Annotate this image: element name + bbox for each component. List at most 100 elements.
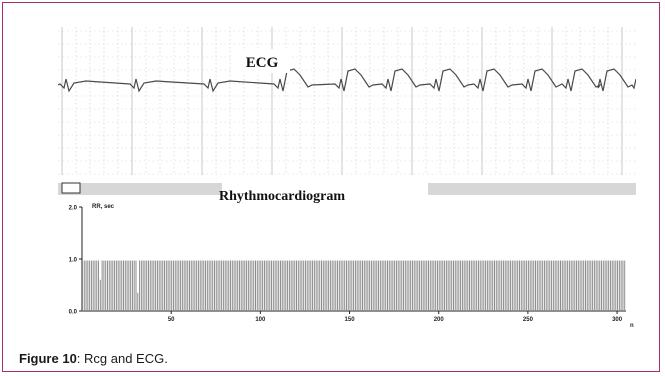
rcg-bar [617,260,619,311]
rcg-bar [212,260,214,311]
rcg-bar [518,260,520,311]
rcg-bar [584,260,586,311]
rcg-bar [119,260,121,311]
rcg-bar [606,260,608,311]
rcg-bar [340,260,342,311]
ecg-title-bg [234,49,290,73]
rcg-bar [465,260,467,311]
rcg-bar [545,260,547,311]
rcg-bar [196,260,198,311]
rcg-bar [310,260,312,311]
rcg-bar [488,260,490,311]
rcg-bar [469,260,471,311]
rcg-bar [117,260,119,311]
rcg-bar [570,260,572,311]
rcg-bar [315,260,317,311]
rcg-bar [82,260,83,311]
rcg-bar [103,260,105,311]
rcg-bar [162,260,164,311]
rcg-bar [613,260,615,311]
rcg-bar [164,260,166,311]
rcg-bar [185,260,187,311]
rcg-bar [601,260,603,311]
rcg-bar [522,260,524,311]
rcg-bar [529,260,531,311]
rcg-bar [285,260,287,311]
rcg-bar [408,260,410,311]
rcg-bar [588,260,590,311]
rcg-bar [370,260,372,311]
rcg-bar [533,260,535,311]
rcg-bar [477,260,479,311]
rcg-bar [146,260,148,311]
rcg-bar [131,260,133,311]
rcg-bar [217,260,219,311]
rcg-x-tick-label: 200 [434,317,445,323]
rcg-bar [190,260,192,311]
rcg-bar [536,260,538,311]
rcg-bar [269,260,271,311]
rcg-bar [524,260,526,311]
rcg-bar [171,260,173,311]
rcg-bar [265,260,267,311]
rcg-bar [526,260,528,311]
rcg-bar [238,260,240,311]
rcg-x-tick-label: 300 [612,317,623,323]
rcg-bar [499,260,501,311]
rcg-bar [552,260,554,311]
separator-strip: Rhythmocardiogram [58,179,636,207]
rcg-bar [115,260,117,311]
rcg-bar [563,260,565,311]
rcg-bar [597,260,599,311]
rcg-bar [447,260,449,311]
rcg-bar [335,260,337,311]
figure-caption: Figure 10: Rcg and ECG. [19,351,168,366]
rcg-bar [108,260,110,311]
rcg-bar [237,260,239,311]
rcg-bar [463,260,465,311]
rcg-bar [395,260,397,311]
rcg-bar [140,260,142,311]
rcg-bar [201,260,203,311]
rcg-bar [390,260,392,311]
rcg-bar [328,260,330,311]
rcg-bar [172,260,174,311]
rcg-bar [472,260,474,311]
rcg-bar [501,260,503,311]
scroll-thumb[interactable] [61,182,81,194]
rcg-bar [618,260,620,311]
rcg-bar [540,260,542,311]
rcg-bar [577,260,579,311]
rcg-bar [123,260,124,311]
rcg-bar [149,260,151,311]
rcg-bar [156,260,158,311]
rcg-bar [593,260,595,311]
rcg-bar [602,260,604,311]
rcg-bar [558,260,560,311]
rcg-bar [590,260,592,311]
rcg-bar [303,260,305,311]
rcg-bar [299,260,301,311]
rcg-bar [474,260,476,311]
rcg-bar [262,260,264,311]
rcg-bar [167,260,169,311]
rcg-bar [406,260,408,311]
rcg-bar [210,260,212,311]
rcg-bar [454,260,456,311]
rcg-bar [435,260,437,311]
rcg-bar [151,260,153,311]
rcg-bar [215,260,217,311]
rcg-bar [374,260,376,311]
rcg-bar [424,260,426,311]
rcg-bar [404,260,406,311]
rcg-bar [426,260,428,311]
rcg-x-tick-label: 250 [523,317,534,323]
figure-svg: ECG Rhythmocardiogram 2.0 1.0 0.0 50 100 150… [58,25,636,329]
caption-text: : Rcg and ECG. [76,351,168,366]
rcg-bar [130,260,132,311]
rcg-bar [324,260,326,311]
rcg-bar [98,260,100,311]
rcg-bar [376,260,378,311]
rcg-bar [354,260,356,311]
rcg-x-unit: n [630,323,634,329]
